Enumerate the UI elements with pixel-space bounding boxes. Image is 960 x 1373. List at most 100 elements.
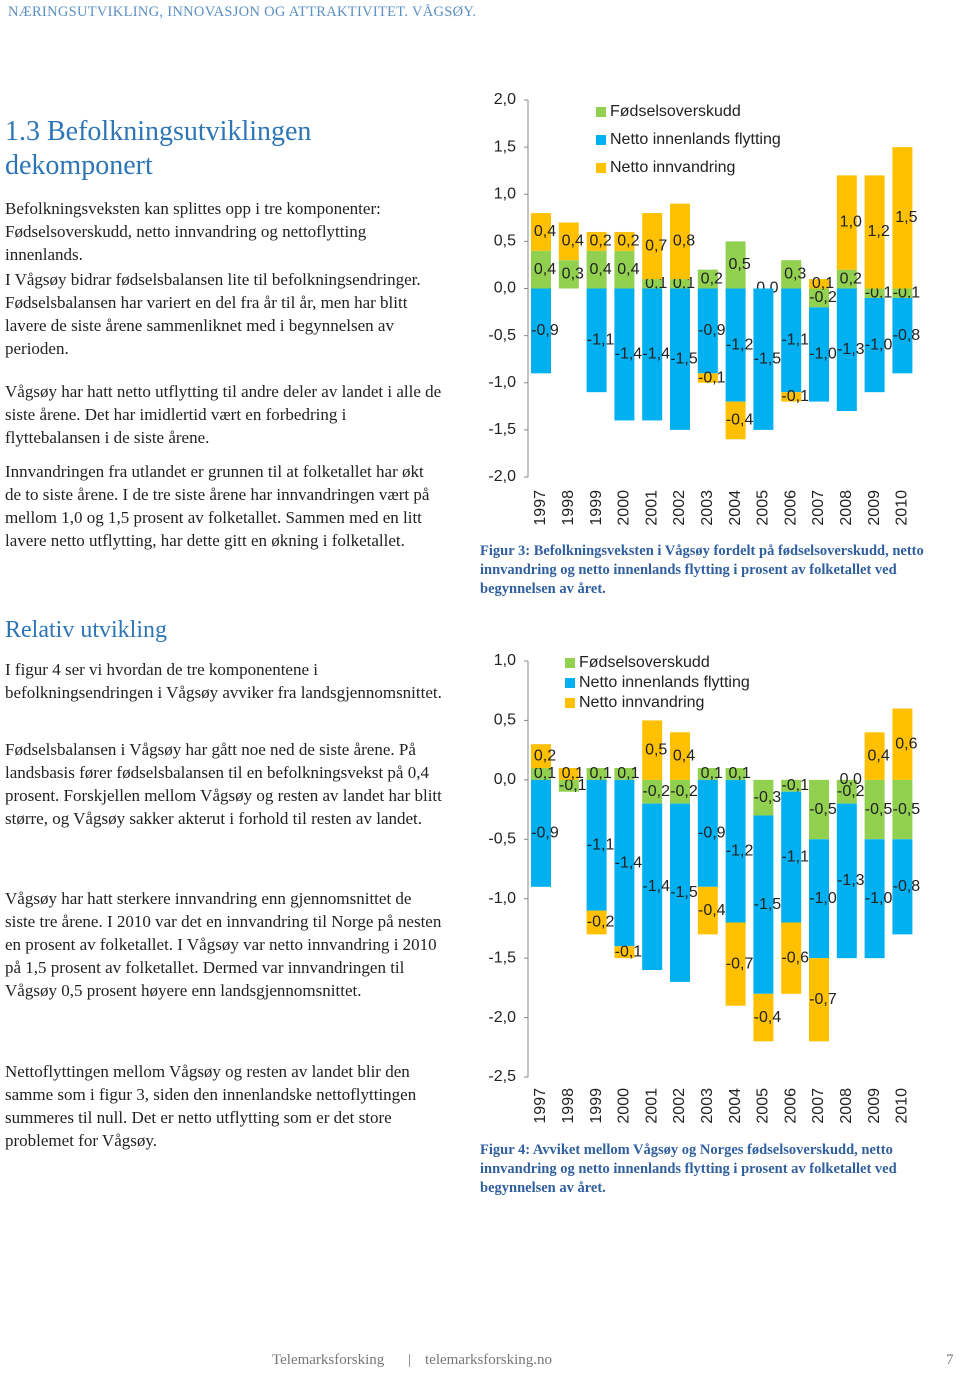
data-label: -1,1 xyxy=(781,848,809,865)
data-label: -1,1 xyxy=(587,836,615,853)
y-tick-label: 0,0 xyxy=(494,771,516,788)
data-label: -0,9 xyxy=(698,825,726,842)
data-label: -1,5 xyxy=(670,884,698,901)
data-label: 0,2 xyxy=(840,270,862,287)
data-label: 0,1 xyxy=(617,765,639,782)
bar-segment xyxy=(892,147,913,289)
bar-segment xyxy=(781,922,802,994)
bar-segment xyxy=(670,732,690,780)
bar-segment xyxy=(809,958,829,1042)
x-tick-label: 1999 xyxy=(588,1088,605,1124)
legend-label: Netto innvandring xyxy=(579,694,704,711)
data-label: -0,6 xyxy=(781,949,809,966)
bar-segment xyxy=(531,288,551,374)
bar-segment xyxy=(614,231,635,251)
legend-label: Netto innenlands flytting xyxy=(579,674,750,691)
data-label: -0,4 xyxy=(698,902,726,919)
data-label: -1,5 xyxy=(754,896,782,913)
data-label: 0,3 xyxy=(784,266,806,283)
bar-segment xyxy=(670,779,690,804)
data-label: 0,1 xyxy=(812,275,834,292)
data-label: -0,2 xyxy=(837,783,865,800)
y-tick-label: -1,5 xyxy=(488,949,516,966)
data-label: 0,1 xyxy=(673,275,695,292)
data-label: 0,1 xyxy=(562,765,584,782)
bar-segment xyxy=(586,288,607,393)
paragraph: Vågsøy har hatt netto utflytting til and… xyxy=(5,382,442,447)
bar-segment xyxy=(531,744,551,768)
data-label: 0,1 xyxy=(645,275,667,292)
bar-segment xyxy=(531,250,551,289)
footer-org: Telemarksforsking xyxy=(272,1352,385,1368)
data-label: 0,8 xyxy=(673,233,695,250)
bar-segment xyxy=(586,250,607,289)
data-label: 0,4 xyxy=(867,747,889,764)
x-tick-label: 2002 xyxy=(671,490,688,526)
x-tick-label: 2010 xyxy=(894,1088,911,1124)
data-label: -0,7 xyxy=(726,955,754,972)
data-label: 1,0 xyxy=(840,214,862,231)
data-label: -1,5 xyxy=(670,350,698,367)
bar-segment xyxy=(781,791,802,923)
paragraph: I Vågsøy bidrar fødselsbalansen lite til… xyxy=(5,270,421,358)
legend-swatch xyxy=(596,163,606,173)
data-label: 0,5 xyxy=(728,256,750,273)
bar-segment xyxy=(892,839,913,935)
x-tick-label: 1999 xyxy=(588,490,605,526)
x-tick-label: 2001 xyxy=(643,1088,660,1124)
data-label: -0,1 xyxy=(865,284,893,301)
y-tick-label: 0,5 xyxy=(494,712,516,729)
data-label: -1,4 xyxy=(615,346,643,363)
y-tick-label: 1,0 xyxy=(494,185,516,202)
data-label: -0,2 xyxy=(670,783,698,800)
bar-segment xyxy=(725,401,746,440)
data-label: 0,2 xyxy=(701,270,723,287)
bar-segment xyxy=(836,803,857,959)
bar-segment xyxy=(586,779,607,911)
x-tick-label: 2005 xyxy=(755,1088,772,1124)
bar-segment xyxy=(642,803,663,971)
bar-segment xyxy=(586,231,607,251)
bar-segment xyxy=(614,946,635,959)
bar-segment xyxy=(892,779,913,840)
bar-segment xyxy=(753,815,774,994)
legend-swatch xyxy=(596,135,606,145)
data-label: -1,2 xyxy=(726,336,754,353)
x-tick-label: 2003 xyxy=(699,490,716,526)
bar-segment xyxy=(697,779,718,887)
bar-segment xyxy=(531,779,551,887)
bar-segment xyxy=(614,250,635,289)
bar-segment xyxy=(531,213,551,251)
data-label: 0,1 xyxy=(728,765,750,782)
data-label: -0,2 xyxy=(587,914,615,931)
y-tick-label: -1,5 xyxy=(488,421,516,438)
bar-segment xyxy=(809,279,829,289)
bar-segment xyxy=(725,767,746,780)
legend-label: Netto innvandring xyxy=(610,159,735,176)
bar-segment xyxy=(781,288,802,393)
bar-segment xyxy=(781,260,802,289)
data-label: -0,5 xyxy=(865,801,893,818)
bar-segment xyxy=(670,279,690,289)
data-label: 0,2 xyxy=(589,233,611,250)
data-label: 1,5 xyxy=(895,209,917,226)
x-tick-label: 2005 xyxy=(755,490,772,526)
bar-segment xyxy=(809,839,829,959)
bar-segment xyxy=(614,779,635,947)
bar-segment xyxy=(697,886,718,935)
bar-segment xyxy=(614,288,635,421)
data-label: 0,4 xyxy=(562,233,584,250)
bar-segment xyxy=(864,839,885,959)
bar-segment xyxy=(586,767,607,780)
bar-segment xyxy=(614,767,635,780)
data-label: -0,5 xyxy=(809,801,837,818)
bar-segment xyxy=(642,213,663,280)
bar-segment xyxy=(586,910,607,935)
x-tick-label: 2007 xyxy=(810,490,827,526)
data-label: -0,9 xyxy=(531,825,559,842)
data-label: 0,4 xyxy=(534,223,556,240)
data-label: 0,6 xyxy=(895,735,917,752)
y-tick-label: 1,0 xyxy=(494,652,516,669)
